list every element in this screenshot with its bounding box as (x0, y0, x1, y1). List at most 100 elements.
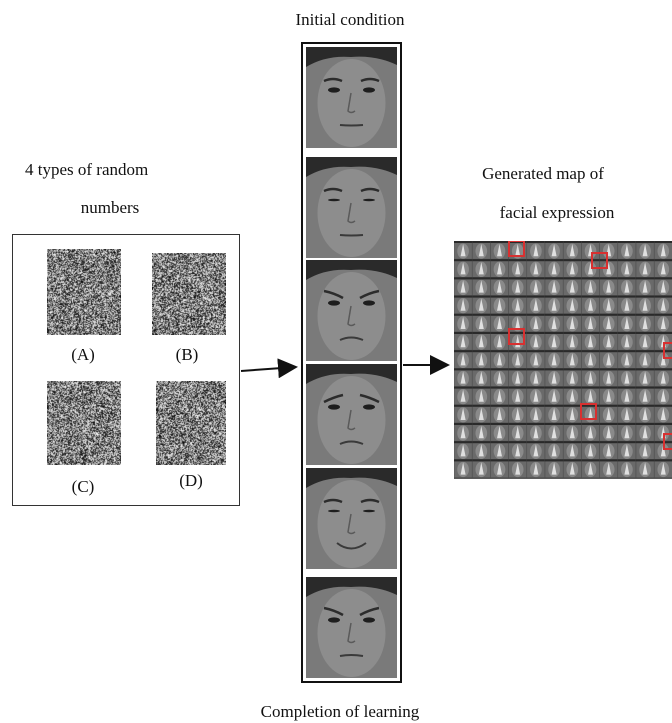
map-cell (581, 422, 600, 442)
map-cell (508, 386, 528, 406)
map-cell (581, 440, 600, 460)
map-cell (562, 368, 582, 387)
map-cell (471, 295, 491, 315)
map-cell (562, 295, 582, 315)
map-cell (471, 422, 491, 442)
map-cell (562, 313, 582, 333)
map-cell (599, 368, 619, 387)
map-cell (490, 241, 509, 260)
map-cell (617, 404, 637, 424)
map-cell (599, 422, 619, 442)
map-cell (635, 313, 655, 333)
map-cell (562, 331, 582, 351)
map-cell (526, 422, 546, 442)
map-cell (562, 241, 582, 260)
map-cell (617, 422, 637, 442)
map-cell (544, 295, 564, 315)
map-highlight-2 (591, 252, 608, 269)
map-cell (581, 241, 600, 260)
map-cell (471, 368, 491, 387)
face-image-1 (306, 47, 397, 148)
map-cell (562, 440, 582, 460)
map-cell (544, 277, 564, 296)
random-label-c: (C) (71, 477, 95, 496)
map-cell (599, 440, 619, 460)
arrow-random-to-faces (240, 358, 298, 379)
map-cell (653, 422, 672, 442)
map-cell (454, 440, 473, 460)
map-cell (562, 349, 582, 369)
map-cell (508, 459, 528, 478)
map-cell (508, 331, 528, 351)
map-cell (617, 258, 637, 278)
map-cell (508, 349, 528, 369)
map-cell (454, 277, 473, 296)
map-cell (599, 331, 619, 351)
map-cell (490, 368, 509, 387)
map-cell (581, 331, 600, 351)
map-cell (581, 349, 600, 369)
map-cell (599, 386, 619, 406)
face-image-2 (306, 157, 397, 258)
map-highlight-1 (508, 241, 525, 257)
map-cell (490, 331, 509, 351)
map-cell (454, 295, 473, 315)
map-cell (635, 368, 655, 387)
map-cell (454, 331, 473, 351)
map-cell (490, 295, 509, 315)
face-image-6 (306, 577, 397, 678)
map-cell (653, 404, 672, 424)
random-noise-sample-d (156, 381, 226, 465)
map-cell (653, 386, 672, 406)
map-cell (471, 386, 491, 406)
map-cell (635, 258, 655, 278)
map-cell (635, 277, 655, 296)
map-cell (599, 295, 619, 315)
map-cell (454, 422, 473, 442)
map-cell (635, 422, 655, 442)
map-title-line2: facial expression (499, 203, 615, 222)
map-cell (454, 241, 473, 260)
map-cell (617, 241, 637, 260)
map-cell (599, 277, 619, 296)
map-cell (562, 459, 582, 478)
face-image-3 (306, 260, 397, 361)
map-cell (653, 459, 672, 478)
map-cell (617, 386, 637, 406)
map-cell (526, 404, 546, 424)
initial-condition-label: Initial condition (295, 10, 405, 29)
random-noise-sample-c (47, 381, 121, 465)
map-cell (454, 258, 473, 278)
map-cell (544, 331, 564, 351)
map-cell (617, 295, 637, 315)
map-cell (508, 258, 528, 278)
map-cell (635, 349, 655, 369)
map-cell (581, 313, 600, 333)
map-cell (562, 386, 582, 406)
map-cell (544, 368, 564, 387)
map-cell (471, 440, 491, 460)
map-cell (471, 459, 491, 478)
map-cell (653, 277, 672, 296)
map-cell (508, 422, 528, 442)
map-cell (526, 386, 546, 406)
random-label-d: (D) (179, 471, 203, 490)
map-cell (562, 404, 582, 424)
map-cell (544, 258, 564, 278)
map-cell (635, 241, 655, 260)
map-cell (581, 386, 600, 406)
random-label-b: (B) (175, 345, 199, 364)
random-label-a: (A) (71, 345, 95, 364)
map-cell (454, 349, 473, 369)
face-image-5 (306, 468, 397, 569)
map-cell (508, 313, 528, 333)
map-cell (454, 404, 473, 424)
map-cell (635, 459, 655, 478)
map-cell (617, 313, 637, 333)
map-cell (653, 349, 672, 369)
map-cell (562, 258, 582, 278)
map-cell (544, 459, 564, 478)
map-cell (599, 349, 619, 369)
map-cell (508, 368, 528, 387)
map-title-line1: Generated map of (482, 164, 604, 183)
